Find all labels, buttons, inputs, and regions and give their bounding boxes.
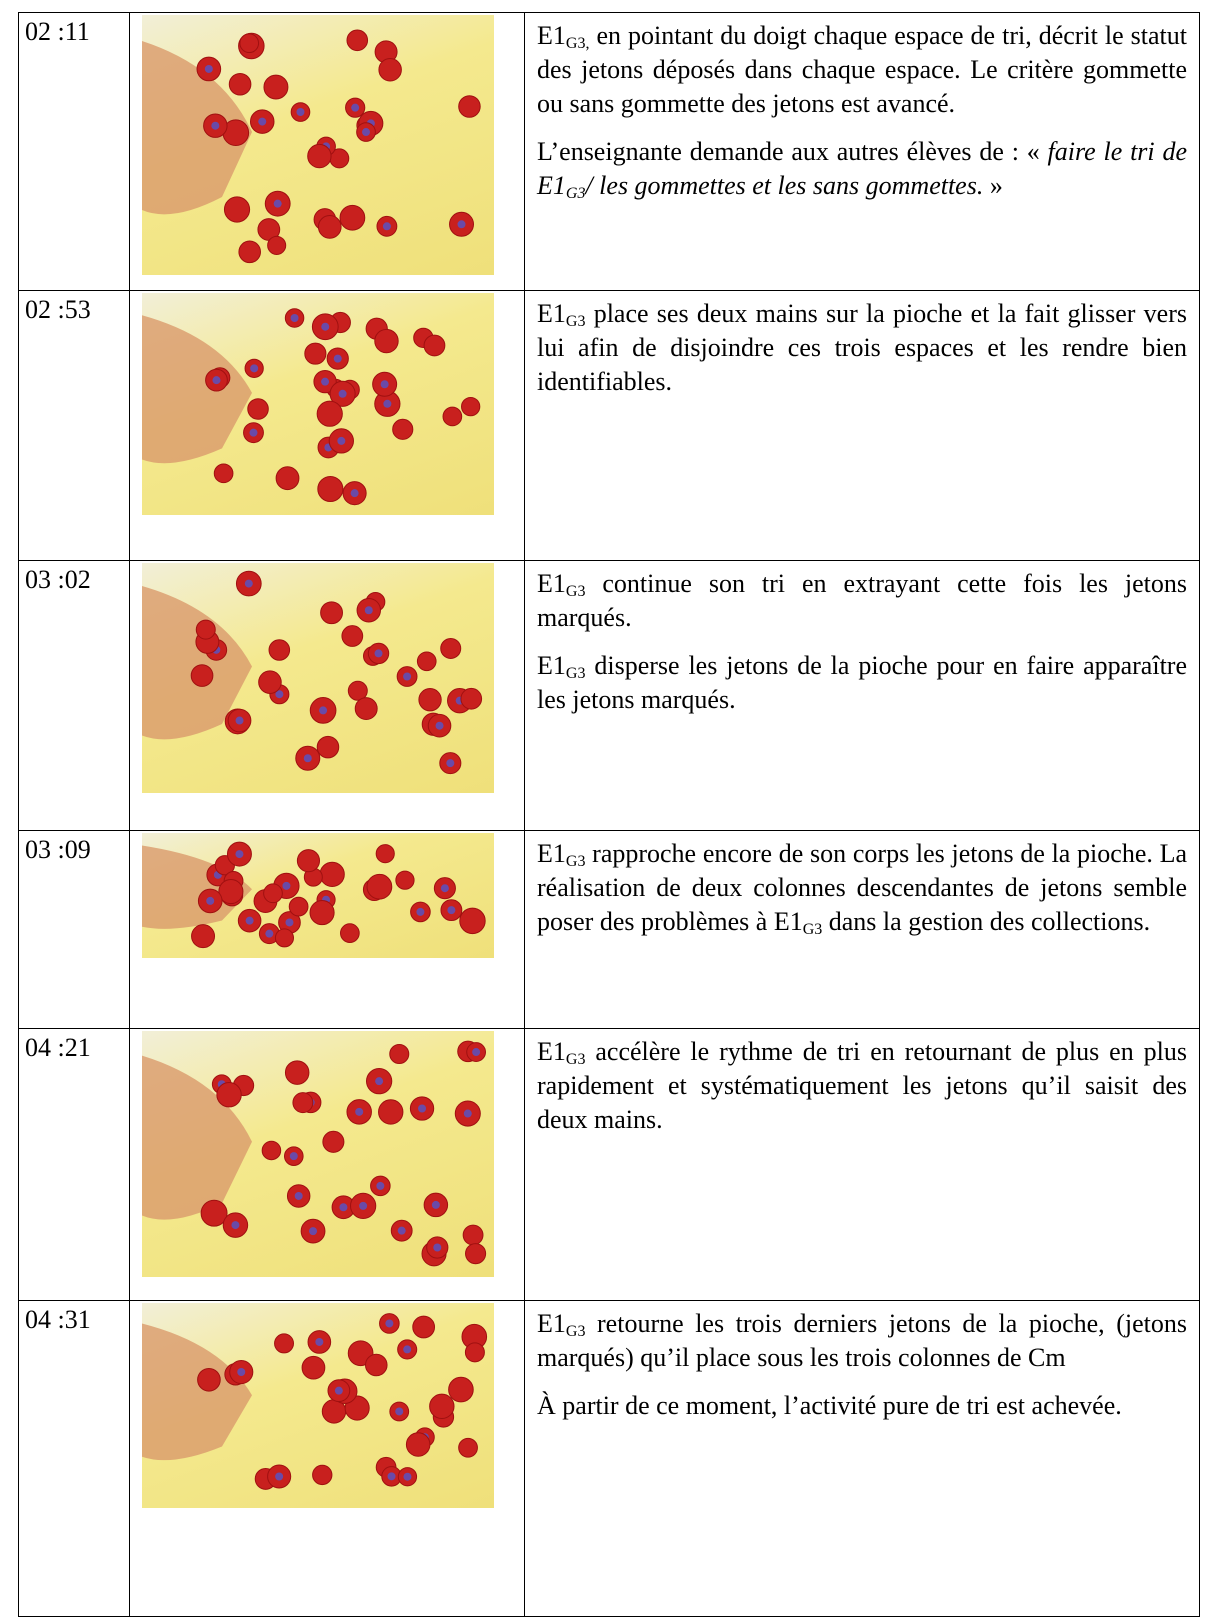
table-row: 03 :02 E1G3 continue son tri en extrayant… bbox=[18, 560, 1200, 831]
subscript: G3 bbox=[565, 853, 586, 870]
subscript: G3, bbox=[565, 35, 590, 52]
time-cell: 04 :31 bbox=[18, 1300, 130, 1617]
time-cell: 04 :21 bbox=[18, 1028, 130, 1301]
paragraph: L’enseignante demande aux autres élèves … bbox=[537, 135, 1187, 203]
text-run: E1 bbox=[537, 1309, 566, 1338]
image-cell bbox=[129, 1300, 525, 1617]
text-run: dans la gestion des collections. bbox=[822, 907, 1151, 936]
text-run: E1 bbox=[537, 569, 566, 598]
text-run: disperse les jetons de la pioche pour en… bbox=[537, 651, 1187, 714]
subscript: G3 bbox=[565, 665, 586, 682]
timestamp: 03 :09 bbox=[25, 835, 91, 864]
subscript: G3 bbox=[565, 185, 586, 202]
text-run: E1 bbox=[537, 1037, 566, 1066]
photo-illustration bbox=[142, 1040, 487, 1267]
photo-illustration bbox=[142, 841, 486, 949]
photo-illustration bbox=[142, 308, 481, 506]
image-cell bbox=[129, 830, 525, 1029]
table-row: 04 :21 E1G3 accélère le rythme de tri en … bbox=[18, 1028, 1200, 1301]
text-run: E1 bbox=[537, 21, 566, 50]
image-cell bbox=[129, 12, 525, 291]
text-run: L’enseignante demande aux autres élèves … bbox=[537, 137, 1048, 166]
timeline-table: 02 :11 E1G3, en pointant du doigt chaque … bbox=[18, 12, 1200, 1617]
description-cell: E1G3, en pointant du doigt chaque espace… bbox=[524, 12, 1200, 291]
text-run: accélère le rythme de tri en retournant … bbox=[537, 1037, 1187, 1134]
subscript: G3 bbox=[565, 313, 586, 330]
table-row: 02 :11 E1G3, en pointant du doigt chaque … bbox=[18, 12, 1200, 291]
photo bbox=[142, 833, 494, 958]
image-cell bbox=[129, 560, 525, 831]
text-run: rapproche encore de son corps les jetons… bbox=[537, 839, 1187, 936]
text-run: / les gommettes et les sans gommettes. bbox=[585, 171, 984, 200]
paragraph: E1G3 accélère le rythme de tri en retour… bbox=[537, 1035, 1187, 1137]
text-run: faire le tri de E1 bbox=[537, 137, 1187, 200]
paragraph: E1G3 continue son tri en extrayant cette… bbox=[537, 567, 1187, 635]
table-row: 04 :31 E1G3 retourne les trois derniers j… bbox=[18, 1300, 1200, 1617]
text-run: continue son tri en extrayant cette fois… bbox=[537, 569, 1187, 632]
timestamp: 04 :21 bbox=[25, 1033, 91, 1062]
description-cell: E1G3 rapproche encore de son corps les j… bbox=[524, 830, 1200, 1029]
timestamp: 03 :02 bbox=[25, 565, 91, 594]
paragraph: E1G3 retourne les trois derniers jetons … bbox=[537, 1307, 1187, 1375]
text-run: E1 bbox=[537, 839, 566, 868]
photo bbox=[142, 1303, 494, 1508]
image-cell bbox=[129, 1028, 525, 1301]
timestamp: 04 :31 bbox=[25, 1305, 91, 1334]
timestamp: 02 :11 bbox=[25, 17, 90, 46]
timestamp: 02 :53 bbox=[25, 295, 91, 324]
text-run: » bbox=[983, 171, 1003, 200]
text-run: À partir de ce moment, l’activité pure d… bbox=[537, 1391, 1122, 1420]
subscript: G3 bbox=[802, 921, 823, 938]
text-run: en pointant du doigt chaque espace de tr… bbox=[537, 21, 1187, 118]
paragraph: E1G3 disperse les jetons de la pioche po… bbox=[537, 649, 1187, 717]
photo-illustration bbox=[142, 29, 481, 264]
text-run: E1 bbox=[537, 299, 566, 328]
text-run: E1 bbox=[537, 651, 566, 680]
table-row: 03 :09 E1G3 rapproche encore de son corps… bbox=[18, 830, 1200, 1029]
subscript: G3 bbox=[565, 1051, 586, 1068]
description-cell: E1G3 continue son tri en extrayant cette… bbox=[524, 560, 1200, 831]
time-cell: 02 :53 bbox=[18, 290, 130, 561]
paragraph: E1G3 place ses deux mains sur la pioche … bbox=[537, 297, 1187, 399]
text-run: retourne les trois derniers jetons de la… bbox=[537, 1309, 1187, 1372]
paragraph: À partir de ce moment, l’activité pure d… bbox=[537, 1389, 1187, 1423]
photo bbox=[142, 293, 494, 515]
description-cell: E1G3 retourne les trois derniers jetons … bbox=[524, 1300, 1200, 1617]
time-cell: 03 :02 bbox=[18, 560, 130, 831]
paragraph: E1G3, en pointant du doigt chaque espace… bbox=[537, 19, 1187, 121]
table-body: 02 :11 E1G3, en pointant du doigt chaque … bbox=[18, 12, 1200, 1617]
photo-illustration bbox=[142, 1313, 488, 1490]
photo bbox=[142, 15, 494, 275]
subscript: G3 bbox=[565, 1323, 586, 1340]
text-run: place ses deux mains sur la pioche et la… bbox=[537, 299, 1187, 396]
photo bbox=[142, 1031, 494, 1277]
description-cell: E1G3 accélère le rythme de tri en retour… bbox=[524, 1028, 1200, 1301]
subscript: G3 bbox=[565, 583, 586, 600]
time-cell: 02 :11 bbox=[18, 12, 130, 291]
photo bbox=[142, 563, 494, 793]
table-row: 02 :53 E1G3 place ses deux mains sur la p… bbox=[18, 290, 1200, 561]
time-cell: 03 :09 bbox=[18, 830, 130, 1029]
description-cell: E1G3 place ses deux mains sur la pioche … bbox=[524, 290, 1200, 561]
paragraph: E1G3 rapproche encore de son corps les j… bbox=[537, 837, 1187, 939]
image-cell bbox=[129, 290, 525, 561]
photo-illustration bbox=[142, 570, 483, 775]
